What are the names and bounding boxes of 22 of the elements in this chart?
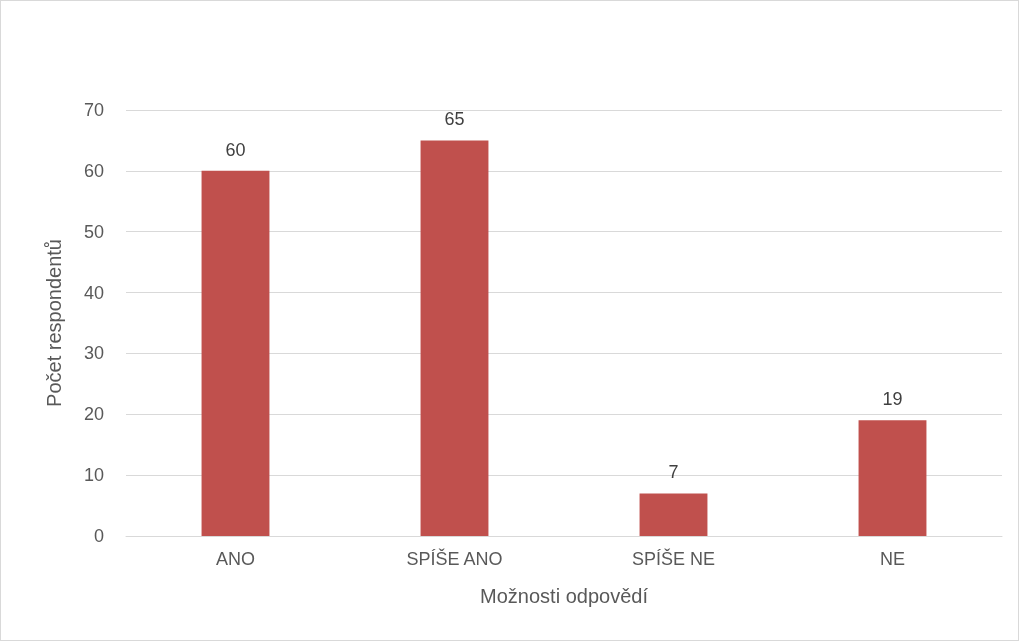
y-tick-label: 20: [83, 404, 104, 425]
x-tick-label: NE: [879, 549, 906, 569]
x-tick-label: SPÍŠE NE: [631, 548, 716, 569]
x-tick-label: ANO: [215, 549, 256, 569]
y-tick-label: 70: [83, 100, 104, 120]
y-tick-label: 30: [83, 343, 104, 364]
y-tick-label: 0: [93, 526, 104, 546]
data-label: 7: [668, 462, 679, 483]
y-axis-title: Počet respondentů: [43, 239, 65, 407]
data-label: 19: [882, 389, 903, 410]
bar: [201, 170, 270, 536]
y-tick-label: 60: [83, 160, 104, 181]
data-label: 60: [225, 139, 246, 160]
y-tick-label: 40: [83, 282, 104, 303]
y-tick-label: 10: [83, 465, 104, 486]
data-label: 65: [444, 109, 465, 130]
bar: [639, 493, 708, 536]
x-tick-label: SPÍŠE ANO: [406, 548, 503, 569]
x-axis-title: Možnosti odpovědí: [480, 585, 649, 607]
y-tick-label: 50: [83, 221, 104, 242]
bar: [858, 420, 927, 536]
bar: [420, 140, 489, 536]
